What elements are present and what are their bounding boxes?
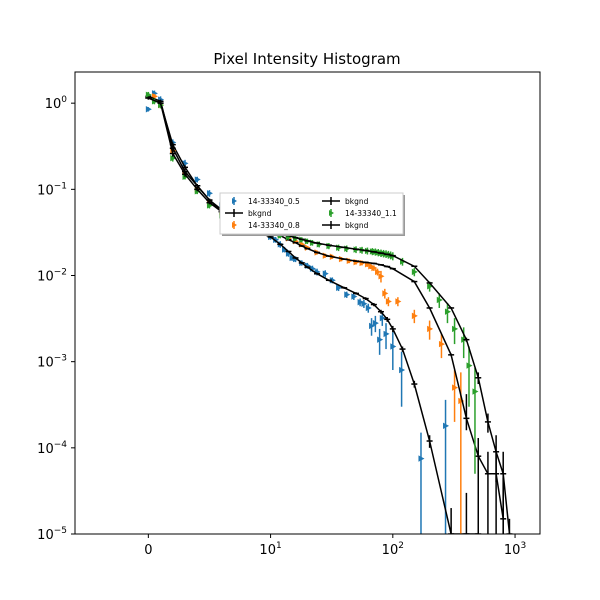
data-point <box>206 202 213 209</box>
legend-entry: 14-33340_0.5 <box>232 197 300 206</box>
data-point <box>418 455 425 462</box>
data-point <box>145 106 152 113</box>
data-point <box>411 312 418 320</box>
data-point <box>322 270 329 277</box>
axes: 0 101 102 103 100 10−1 10−2 10−3 10−4 10−5 <box>37 71 541 558</box>
data-point <box>273 236 280 243</box>
y-tick-label: 10−4 <box>37 440 67 457</box>
axes-frame <box>74 71 541 535</box>
data-point <box>438 340 445 348</box>
legend-entry: bkgnd <box>225 209 272 218</box>
data-point <box>466 362 473 369</box>
x-tick-label: 0 <box>144 543 152 558</box>
y-tick-label: 100 <box>45 95 68 112</box>
legend-marker <box>232 198 237 204</box>
data-point <box>206 190 213 197</box>
series-5 <box>145 96 513 534</box>
data-point <box>361 300 368 307</box>
x-tick-label: 102 <box>382 541 404 558</box>
data-point <box>436 296 443 304</box>
data-point <box>369 322 376 330</box>
legend: 14-33340_0.5bkgnd14-33340_0.8bkgnd14-333… <box>219 192 405 236</box>
data-point <box>390 343 397 350</box>
data-point <box>385 298 392 305</box>
data-point <box>377 336 384 343</box>
legend-label: 14-33340_1.1 <box>345 209 397 218</box>
data-point <box>378 273 385 280</box>
data-point <box>411 268 418 276</box>
data-point <box>395 298 402 305</box>
data-point <box>145 91 152 99</box>
data-point <box>351 293 358 300</box>
data-point <box>427 325 434 333</box>
legend-entry: 14-33340_0.8 <box>232 221 300 230</box>
x-tick-label: 101 <box>259 541 281 558</box>
data-point <box>371 264 378 272</box>
data-point <box>444 308 451 315</box>
data-point <box>382 290 389 297</box>
data-point <box>194 176 201 183</box>
plot-area <box>145 90 513 534</box>
data-point <box>365 304 372 312</box>
data-point <box>336 284 343 291</box>
legend-entry: bkgnd <box>322 221 369 230</box>
legend-entry: 14-33340_1.1 <box>329 209 397 218</box>
legend-label: bkgnd <box>345 197 369 206</box>
data-point <box>399 366 406 374</box>
legend-label: bkgnd <box>248 209 272 218</box>
data-point <box>452 325 459 333</box>
legend-label: bkgnd <box>345 221 369 230</box>
y-tick-label: 10−1 <box>37 181 67 198</box>
data-point <box>427 283 434 290</box>
data-point <box>368 263 375 270</box>
data-point <box>452 384 459 391</box>
legend-box <box>219 192 404 235</box>
y-tick-label: 10−5 <box>37 526 67 543</box>
legend-marker <box>329 210 334 216</box>
data-point <box>379 314 386 322</box>
data-point <box>344 291 351 298</box>
legend-entry: bkgnd <box>322 197 369 206</box>
data-point <box>357 298 364 306</box>
data-point <box>375 268 382 276</box>
y-tick-label: 10−3 <box>37 354 67 371</box>
data-point <box>170 154 177 162</box>
data-point <box>472 388 479 395</box>
data-point <box>443 422 450 430</box>
data-point <box>372 319 379 327</box>
x-tick-label: 103 <box>504 541 526 558</box>
y-tick-label: 10−2 <box>37 268 67 285</box>
chart-title: Pixel Intensity Histogram <box>213 50 400 68</box>
legend-label: 14-33340_0.8 <box>248 221 300 230</box>
data-point <box>383 330 390 338</box>
data-point <box>458 397 465 405</box>
legend-label: 14-33340_0.5 <box>248 197 300 206</box>
series-line <box>148 95 504 519</box>
legend-marker <box>232 222 237 228</box>
